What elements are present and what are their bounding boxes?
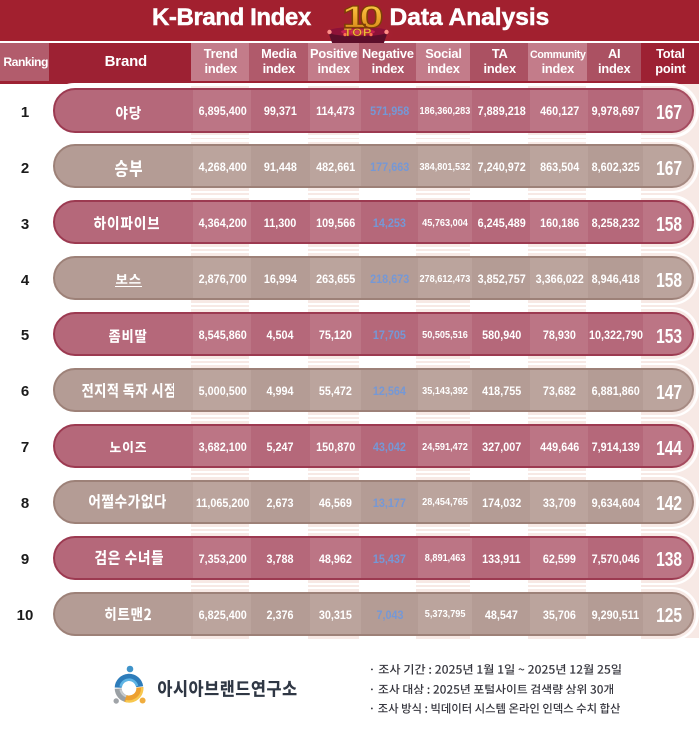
svg-text:TOP: TOP [344, 25, 372, 38]
